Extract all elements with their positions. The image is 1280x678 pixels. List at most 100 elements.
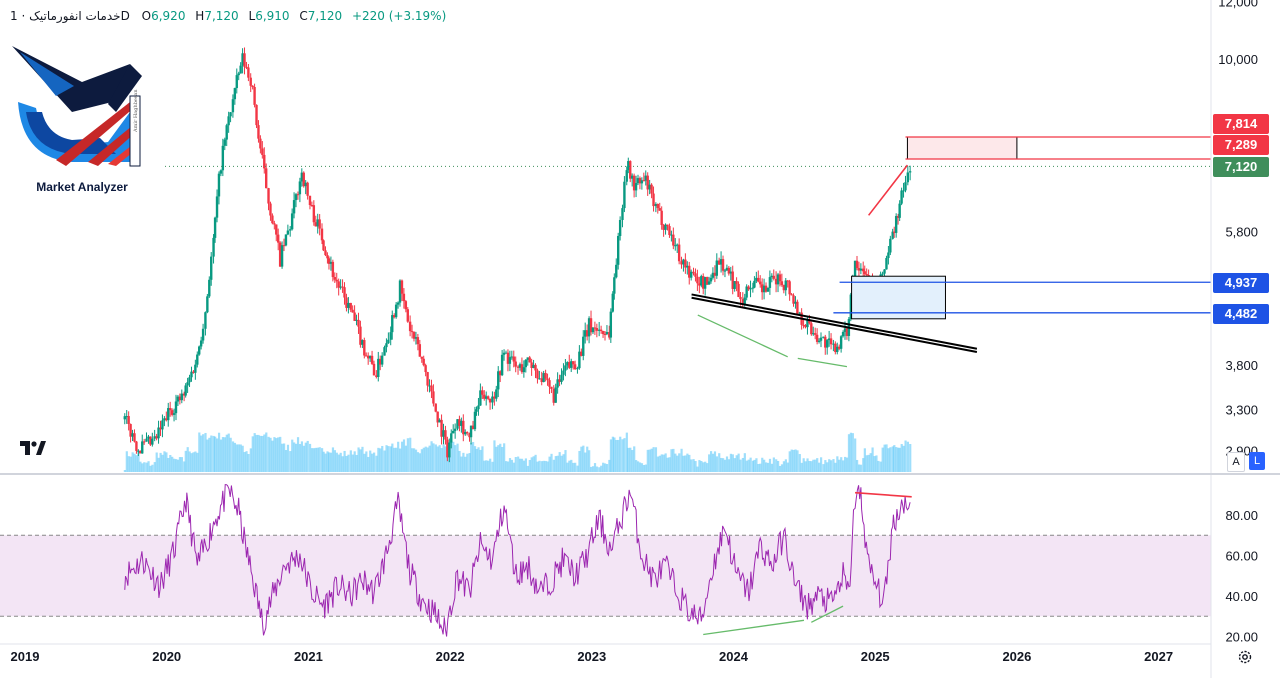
candle-body <box>167 408 170 421</box>
volume-bar <box>881 447 884 472</box>
candle-body <box>753 280 756 288</box>
candle-body <box>749 288 752 290</box>
volume-bar <box>245 451 248 472</box>
candle-body <box>408 321 412 332</box>
volume-bar <box>845 457 849 472</box>
candle-body <box>418 344 422 357</box>
candle-body <box>721 259 725 271</box>
volume-bar <box>257 434 260 472</box>
volume-bar <box>520 458 524 472</box>
candle-body <box>464 432 467 435</box>
candle-body <box>815 334 819 342</box>
symbol-name[interactable]: خدمات انفورماتیک <box>29 9 121 23</box>
volume-bar <box>145 462 148 472</box>
candle-body <box>302 172 305 187</box>
candle-body <box>486 396 490 399</box>
volume-bar <box>477 447 480 472</box>
volume-bar <box>660 454 663 472</box>
volume-bar <box>737 453 740 472</box>
candle-body <box>737 283 740 297</box>
volume-bar <box>200 435 203 472</box>
volume-bar <box>263 434 266 472</box>
volume-bar <box>550 453 553 472</box>
candle-body <box>623 181 626 209</box>
candle-body <box>215 196 219 218</box>
volume-bar <box>631 450 634 472</box>
candle-body <box>576 368 579 370</box>
candle-body <box>702 276 705 289</box>
volume-bar <box>341 456 344 472</box>
candle-body <box>885 258 888 270</box>
price-tag-last-close: 7,120 <box>1213 157 1269 177</box>
price-pane[interactable] <box>123 47 1211 472</box>
gear-icon[interactable] <box>1236 648 1254 666</box>
candle-body <box>394 304 398 318</box>
volume-bar <box>646 449 649 472</box>
volume-bar <box>225 434 228 472</box>
volume-bar <box>436 446 439 472</box>
candle-body <box>558 379 561 382</box>
candle-body <box>475 409 478 412</box>
volume-bar <box>804 461 807 472</box>
log-scale-button[interactable]: L <box>1249 452 1265 470</box>
volume-bar <box>522 460 526 472</box>
volume-bar <box>635 460 638 472</box>
candle-body <box>316 219 319 227</box>
volume-bar <box>532 456 535 472</box>
volume-bar <box>780 464 784 472</box>
candle-body <box>400 280 404 294</box>
auto-scale-button[interactable]: A <box>1227 452 1245 472</box>
volume-bar <box>879 461 882 472</box>
rsi-pane[interactable] <box>0 484 1211 637</box>
volume-bar <box>609 439 613 472</box>
volume-bar <box>395 447 398 472</box>
volume-bar <box>206 439 209 472</box>
volume-bar <box>629 447 632 472</box>
candle-body <box>251 85 254 87</box>
candle-body <box>440 419 443 437</box>
candle-body <box>601 331 605 335</box>
candle-body <box>824 336 827 348</box>
candle-body <box>426 372 429 386</box>
candle-body <box>666 224 669 227</box>
volume-bar <box>652 447 655 472</box>
candle-body <box>536 370 539 379</box>
candle-body <box>385 343 388 348</box>
candle-body <box>743 297 746 305</box>
volume-bar <box>517 456 520 472</box>
candle-body <box>506 352 510 364</box>
candle-body <box>550 386 553 389</box>
volume-bar <box>524 458 528 472</box>
volume-bar <box>690 459 693 472</box>
candle-body <box>375 375 378 377</box>
candle-body <box>711 272 715 278</box>
candle-body <box>644 175 647 181</box>
volume-bar <box>518 458 522 472</box>
volume-bar <box>708 454 711 472</box>
volume-bar <box>184 450 187 472</box>
volume-bar <box>173 458 176 472</box>
tradingview-logo-icon[interactable] <box>18 438 46 458</box>
candle-body <box>188 377 191 383</box>
rsi-tick-label-1: 60.00 <box>1225 549 1258 564</box>
candle-body <box>584 330 587 337</box>
volume-bar <box>349 450 352 472</box>
candle-body <box>670 234 673 236</box>
candle-body <box>786 280 789 282</box>
volume-bar <box>239 444 242 472</box>
candle-body <box>812 333 815 335</box>
candle-body <box>206 296 209 313</box>
candle-body <box>568 362 571 368</box>
interval[interactable]: 1D <box>10 9 130 23</box>
volume-bar <box>885 444 888 472</box>
candle-body <box>698 283 701 286</box>
eagle-logo-icon: Amir Haghbesan <box>12 46 142 167</box>
candle-body <box>271 215 274 224</box>
volume-bar <box>765 462 768 472</box>
candle-body <box>615 264 618 278</box>
candle-body <box>526 357 529 360</box>
volume-bar <box>123 469 126 472</box>
candle-body <box>762 285 766 293</box>
candle-body <box>361 340 364 345</box>
